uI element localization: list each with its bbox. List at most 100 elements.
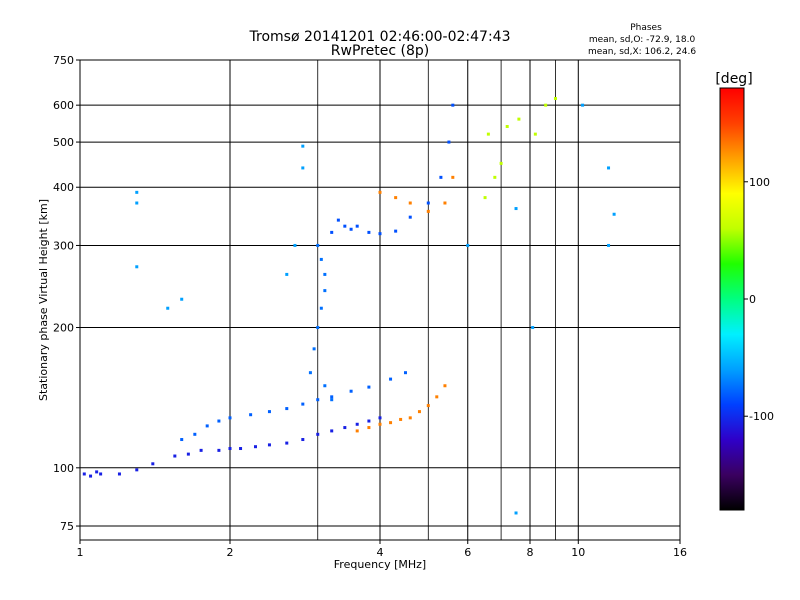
- data-point: [316, 243, 320, 247]
- data-point: [426, 404, 430, 408]
- data-point: [135, 265, 139, 269]
- data-point: [228, 416, 232, 420]
- data-point: [253, 445, 257, 449]
- data-point: [466, 243, 470, 247]
- y-tick-label: 750: [53, 54, 74, 67]
- data-point: [285, 441, 289, 445]
- data-point: [408, 215, 412, 219]
- data-point: [389, 377, 393, 381]
- data-point: [151, 462, 155, 466]
- data-point: [367, 419, 371, 423]
- data-point: [533, 132, 537, 136]
- colorbar-tick-label: -100: [749, 410, 774, 423]
- data-point: [293, 243, 297, 247]
- data-point: [439, 175, 443, 179]
- data-point: [249, 413, 253, 417]
- data-point: [517, 117, 521, 121]
- colorbar-tick-label: 0: [749, 293, 756, 306]
- data-point: [378, 232, 382, 236]
- data-point: [285, 407, 289, 411]
- data-point: [186, 452, 190, 456]
- data-point: [451, 103, 455, 107]
- stats-x-line: mean, sd,X: 106.2, 24.6: [588, 47, 696, 57]
- data-point: [389, 421, 393, 425]
- data-point: [499, 161, 503, 165]
- colorbar-tick-label: 100: [749, 176, 770, 189]
- data-point: [399, 417, 403, 421]
- data-point: [514, 207, 518, 211]
- data-point: [408, 201, 412, 205]
- data-point: [117, 472, 121, 476]
- data-point: [308, 371, 312, 375]
- data-point: [426, 209, 430, 213]
- data-point: [316, 398, 320, 402]
- colorbar-ticks: 100 0 -100: [744, 176, 774, 423]
- x-axis-label: Frequency [MHz]: [334, 558, 426, 571]
- data-point: [205, 424, 209, 428]
- data-point: [343, 426, 347, 430]
- x-tick-label: 16: [673, 546, 687, 559]
- data-point: [193, 432, 197, 436]
- data-point: [323, 272, 327, 276]
- data-point: [505, 124, 509, 128]
- data-point: [514, 511, 518, 515]
- data-point: [217, 448, 221, 452]
- x-axis-ticks: 1 2 4 6 8 10 16: [77, 540, 687, 559]
- data-point: [89, 474, 93, 478]
- data-point: [228, 447, 232, 451]
- data-point: [493, 175, 497, 179]
- data-point: [553, 97, 557, 101]
- data-point: [408, 416, 412, 420]
- data-point: [367, 426, 371, 430]
- data-point: [483, 196, 487, 200]
- data-point: [343, 224, 347, 228]
- data-point: [301, 438, 305, 442]
- data-point: [451, 175, 455, 179]
- data-point: [367, 385, 371, 389]
- data-point: [378, 422, 382, 426]
- data-point: [135, 190, 139, 194]
- data-point: [435, 395, 439, 399]
- data-point: [217, 419, 221, 423]
- y-tick-label: 100: [53, 462, 74, 475]
- y-axis-ticks: 75 100 200 300 400 500 600 750: [53, 54, 80, 533]
- data-point: [319, 306, 323, 310]
- data-point: [312, 347, 316, 351]
- y-tick-label: 75: [60, 520, 74, 533]
- grid-lines: [80, 60, 680, 540]
- x-tick-label: 2: [227, 546, 234, 559]
- data-point: [394, 196, 398, 200]
- data-point: [612, 212, 616, 216]
- data-point: [330, 395, 334, 399]
- x-tick-label: 4: [377, 546, 384, 559]
- data-point: [531, 326, 535, 330]
- data-point: [135, 468, 139, 472]
- data-point: [239, 447, 243, 451]
- data-point: [581, 103, 585, 107]
- chart-subtitle: RwPretec (8p): [331, 43, 429, 59]
- data-point: [323, 384, 327, 388]
- x-tick-label: 1: [77, 546, 84, 559]
- data-point: [180, 438, 184, 442]
- data-point: [607, 166, 611, 170]
- chart-title: Tromsø 20141201 02:46:00-02:47:43: [249, 29, 511, 45]
- data-point: [95, 470, 99, 474]
- data-point: [316, 326, 320, 330]
- data-point: [267, 443, 271, 447]
- colorbar-gradient: [719, 87, 745, 511]
- stats-o-line: mean, sd,O: -72.9, 18.0: [589, 35, 696, 45]
- data-point: [180, 297, 184, 301]
- data-point: [330, 398, 334, 402]
- data-point: [367, 230, 371, 234]
- data-points: [82, 97, 616, 515]
- data-point: [403, 371, 407, 375]
- data-point: [417, 410, 421, 414]
- data-point: [349, 227, 353, 231]
- data-point: [336, 218, 340, 222]
- data-point: [99, 472, 103, 476]
- data-point: [319, 257, 323, 261]
- data-point: [267, 410, 271, 414]
- data-point: [301, 402, 305, 406]
- data-point: [355, 422, 359, 426]
- x-tick-label: 8: [527, 546, 534, 559]
